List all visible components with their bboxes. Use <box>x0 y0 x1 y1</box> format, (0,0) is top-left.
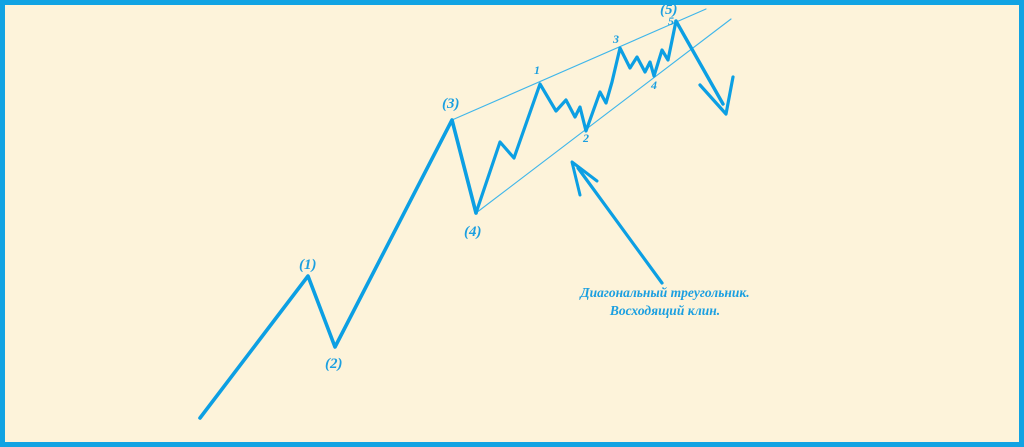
wedge-subwave-path <box>474 19 678 215</box>
label-wave-5: (5) <box>660 2 678 18</box>
label-sub-3: 3 <box>613 32 619 46</box>
label-sub-4: 4 <box>651 78 657 92</box>
caption-pointer-arrowhead-icon <box>570 160 599 197</box>
post-wedge-decline-line <box>674 19 725 106</box>
caption-pointer-line <box>576 166 664 285</box>
wedge-upper-trendline <box>451 8 707 121</box>
decline-arrowhead-icon <box>698 75 735 116</box>
caption-line-2: Восходящий клин. <box>609 303 721 319</box>
primary-impulse-path <box>198 118 478 420</box>
label-wave-4: (4) <box>464 224 482 240</box>
figure-caption: Диагональный треугольник. Восходящий кли… <box>540 284 790 320</box>
label-sub-5: 5 <box>668 14 674 28</box>
label-wave-2: (2) <box>325 356 343 372</box>
caption-line-1: Диагональный треугольник. <box>580 285 750 300</box>
label-sub-1: 1 <box>534 63 540 77</box>
label-wave-3: (3) <box>442 96 460 112</box>
wedge-lower-trendline <box>475 18 732 214</box>
label-sub-2: 2 <box>583 131 589 145</box>
label-wave-1: (1) <box>299 257 317 273</box>
